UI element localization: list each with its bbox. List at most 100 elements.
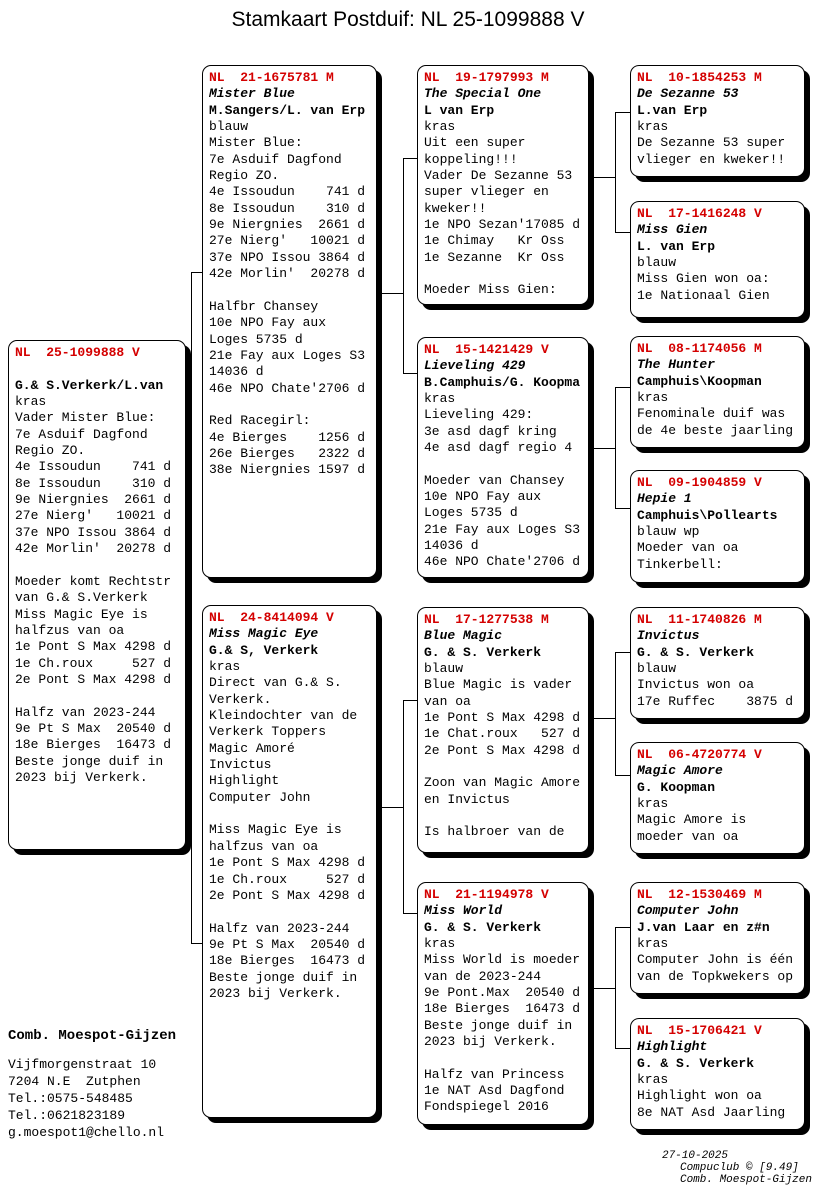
info-line: van oa bbox=[424, 693, 471, 709]
connector-line bbox=[591, 177, 616, 179]
info-line: kras bbox=[209, 659, 241, 675]
connector-line bbox=[403, 158, 418, 160]
info-line: 4e asd dagf regio 4 bbox=[424, 440, 573, 456]
pedigree-box-c4b5: NL 11-1740826 M Invictus G. & S. Verkerk bl… bbox=[630, 607, 805, 719]
info-line: vlieger en kweker!! bbox=[637, 151, 786, 167]
info-line: De Sezanne 53 super bbox=[637, 135, 786, 151]
ring-number: NL 09-1904859 V bbox=[637, 475, 762, 490]
info-line: 46e NPO Chate'2706 d bbox=[424, 554, 581, 570]
bird-name: The Hunter bbox=[637, 357, 716, 373]
info-line: Halfz van Princess bbox=[424, 1066, 565, 1082]
info-line: Computer John bbox=[209, 789, 311, 805]
info-line: Magic Amoré bbox=[209, 740, 295, 756]
info-line: van de 2023-244 bbox=[424, 968, 542, 984]
ring-number: NL 21-1675781 M bbox=[209, 70, 334, 85]
connector-line bbox=[615, 775, 631, 777]
info-line: 8e Issoudun 310 d bbox=[209, 200, 366, 216]
info-line bbox=[424, 808, 582, 824]
breeder-name: G. & S. Verkerk bbox=[424, 919, 542, 935]
info-line: 2e Pont S Max 4298 d bbox=[424, 742, 581, 758]
pedigree-box-c4b7: NL 12-1530469 M Computer John J.van Laar e… bbox=[630, 882, 805, 994]
pedigree-box-c3b1: NL 19-1797993 M The Special One L van Erp k… bbox=[417, 65, 589, 305]
info-line: kras bbox=[637, 936, 669, 952]
info-line: Miss World is moeder bbox=[424, 952, 581, 968]
connector-line bbox=[379, 293, 404, 295]
owner-phone-line: Tel.:0575-548485 bbox=[8, 1091, 133, 1106]
info-line: Beste jonge duif in bbox=[209, 969, 358, 985]
info-line: Miss Gien won oa: bbox=[637, 271, 770, 287]
info-line bbox=[209, 806, 370, 822]
info-line: 9e Pt S Max 20540 d bbox=[15, 720, 172, 736]
page-title: Stamkaart Postduif: NL 25-1099888 V bbox=[231, 8, 585, 31]
pedigree-box-c3b4: NL 21-1194978 V Miss World G. & S. Verkerk… bbox=[417, 882, 589, 1125]
bird-name: Highlight bbox=[637, 1039, 708, 1055]
info-line: Direct van G.& S. bbox=[209, 675, 342, 691]
connector-line bbox=[615, 387, 617, 509]
ring-number: NL 06-4720774 V bbox=[637, 747, 762, 762]
ring-number: NL 10-1854253 M bbox=[637, 70, 762, 85]
breeder-name: Camphuis\Pollearts bbox=[637, 507, 778, 523]
info-line: Verkerk Toppers bbox=[209, 724, 327, 740]
pedigree-box-c4b6: NL 06-4720774 V Magic Amore G. Koopman kras… bbox=[630, 742, 805, 854]
footer: 27-10-2025 Compuclub © [9.49] Comb. Moes… bbox=[649, 1138, 812, 1186]
info-line: kras bbox=[15, 394, 47, 410]
info-line: 1e Pont S Max 4298 d bbox=[15, 639, 172, 655]
info-line: 27e Nierg' 10021 d bbox=[15, 508, 172, 524]
info-line: blauw bbox=[209, 119, 249, 135]
pedigree-box-c3b2: NL 15-1421429 V Lieveling 429 B.Camphuis/G… bbox=[417, 337, 589, 578]
info-line: 21e Fay aux Loges S3 bbox=[424, 521, 581, 537]
info-line: Lieveling 429: bbox=[424, 407, 534, 423]
info-line: halfzus van oa bbox=[15, 622, 125, 638]
info-line: 27e Nierg' 10021 d bbox=[209, 233, 366, 249]
info-line: Magic Amore is bbox=[637, 812, 747, 828]
connector-line bbox=[615, 112, 617, 233]
info-line: Beste jonge duif in bbox=[15, 753, 164, 769]
info-line: 1e NAT Asd Dagfond bbox=[424, 1083, 565, 1099]
owner-address-line: 7204 N.E Zutphen bbox=[8, 1074, 141, 1089]
pedigree-box-c4b4: NL 09-1904859 V Hepie 1 Camphuis\Pollearts… bbox=[630, 470, 805, 583]
breeder-name: G.& S.Verkerk/L.van bbox=[15, 377, 164, 393]
info-line: 9e Niergnies 2661 d bbox=[15, 492, 172, 508]
info-line: 1e Pont S Max 4298 d bbox=[424, 710, 581, 726]
info-line: Halfz van 2023-244 bbox=[15, 704, 156, 720]
breeder-name: G.& S, Verkerk bbox=[209, 642, 319, 658]
ring-number: NL 15-1421429 V bbox=[424, 342, 549, 357]
pedigree-box-c3b3: NL 17-1277538 M Blue Magic G. & S. Verkerk… bbox=[417, 607, 589, 853]
info-line: 1e Ch.roux 527 d bbox=[15, 655, 172, 671]
info-line: Zoon van Magic Amore bbox=[424, 775, 581, 791]
info-line: van G.& S.Verkerk bbox=[15, 590, 148, 606]
breeder-name: L.van Erp bbox=[637, 102, 708, 118]
breeder-name: G. & S. Verkerk bbox=[637, 644, 755, 660]
info-line: Kleindochter van de bbox=[209, 708, 358, 724]
connector-line bbox=[403, 158, 405, 374]
footer-date: 27-10-2025 bbox=[661, 1150, 728, 1162]
info-line: blauw bbox=[637, 661, 677, 677]
info-line bbox=[15, 688, 179, 704]
info-line: Fondspiegel 2016 bbox=[424, 1099, 549, 1115]
info-line: 18e Bierges 16473 d bbox=[15, 737, 172, 753]
info-line bbox=[209, 282, 370, 298]
connector-line bbox=[191, 943, 203, 945]
info-line: 4e Issoudun 741 d bbox=[209, 184, 366, 200]
connector-line bbox=[615, 652, 631, 654]
info-line: 3e asd dagf kring bbox=[424, 423, 557, 439]
info-line: 10e NPO Fay aux bbox=[209, 315, 327, 331]
info-line: Vader De Sezanne 53 bbox=[424, 168, 573, 184]
connector-line bbox=[615, 508, 631, 510]
info-line: 7e Asduif Dagfond bbox=[209, 151, 342, 167]
info-line: Computer John is één bbox=[637, 952, 794, 968]
info-line: 1e Sezanne Kr Oss bbox=[424, 249, 565, 265]
breeder-name: J.van Laar en z#n bbox=[637, 919, 770, 935]
breeder-name: M.Sangers/L. van Erp bbox=[209, 102, 366, 118]
owner-name: Comb. Moespot-Gijzen bbox=[8, 1028, 177, 1044]
bird-name: Mister Blue bbox=[209, 86, 295, 102]
info-line: kras bbox=[637, 119, 669, 135]
ring-number: NL 11-1740826 M bbox=[637, 612, 762, 627]
info-line: 10e NPO Fay aux bbox=[424, 489, 542, 505]
info-line: 2e Pont S Max 4298 d bbox=[209, 887, 366, 903]
ring-number: NL 17-1277538 M bbox=[424, 612, 549, 627]
pedigree-box-c4b2: NL 17-1416248 V Miss Gien L. van Erp blauw M… bbox=[630, 201, 805, 318]
connector-line bbox=[591, 988, 616, 990]
info-line: 38e Niergnies 1597 d bbox=[209, 462, 366, 478]
